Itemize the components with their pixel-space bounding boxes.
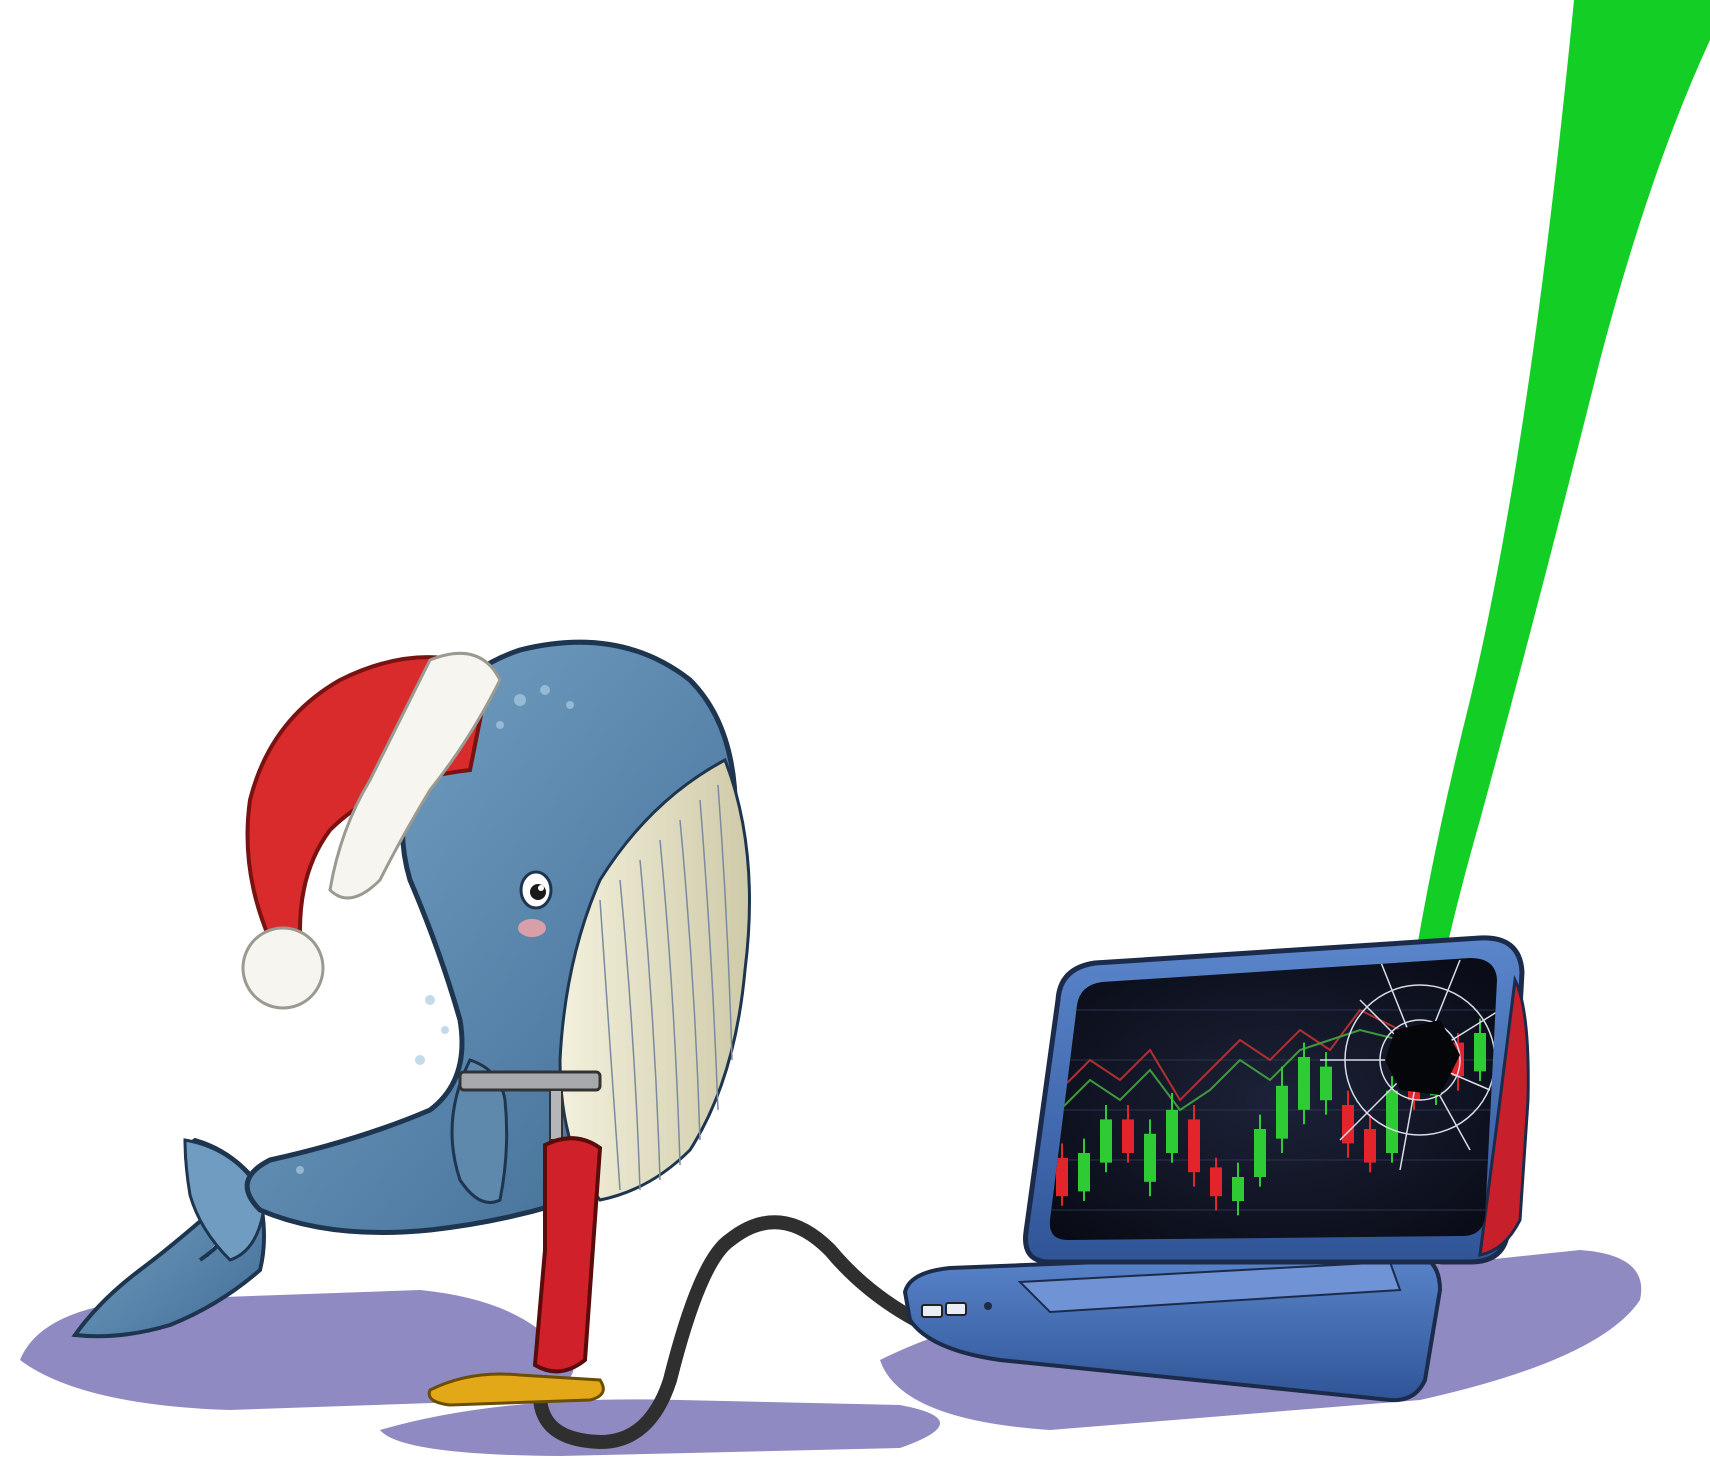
indicator-line-green (1059, 1028, 1401, 1112)
pump-cylinder (532, 1136, 603, 1374)
candle-body (1386, 1090, 1398, 1153)
port-dot (984, 1302, 992, 1310)
whale-eye (519, 870, 553, 910)
candle-body (1056, 1157, 1068, 1197)
pump-handle (458, 1070, 602, 1092)
candle-body (1298, 1057, 1310, 1110)
air-pump (427, 1070, 605, 1407)
whale-flipper (450, 1058, 509, 1204)
whale-spots (296, 685, 574, 1174)
keyboard-area (1017, 1260, 1402, 1314)
hat-pompom (241, 926, 325, 1010)
screen-hole (1385, 1020, 1460, 1095)
candle-body (1254, 1129, 1266, 1177)
hat-brim (328, 651, 502, 900)
candle-body (1078, 1153, 1090, 1192)
candle-body (1364, 1129, 1376, 1163)
candle-body (1276, 1085, 1288, 1139)
santa-hat (241, 651, 502, 1010)
candle-body (1210, 1167, 1222, 1197)
candle-body (1122, 1119, 1134, 1153)
usb-port (945, 1302, 967, 1316)
indicator-line-red (1059, 1008, 1401, 1102)
belly-grooves (599, 784, 733, 1191)
whale-belly (558, 757, 751, 1202)
candle-body (1166, 1109, 1178, 1153)
usb-port (921, 1304, 943, 1318)
green-beam (1400, 0, 1710, 1060)
laptop (902, 935, 1530, 1403)
whale-fluke (183, 1138, 267, 1262)
candle-body (1474, 1033, 1486, 1072)
candle-body (1144, 1133, 1156, 1182)
candlestick-chart (1056, 1018, 1486, 1216)
pump-footplate (427, 1372, 605, 1407)
laptop-side-red (1478, 974, 1530, 1257)
candle-body (1232, 1177, 1244, 1201)
candle-body (1342, 1105, 1354, 1144)
candle-body (1100, 1119, 1112, 1163)
laptop-screen (1049, 958, 1497, 1240)
candle-body (1188, 1119, 1200, 1173)
candle-body (1320, 1066, 1332, 1101)
whale-cheek (518, 919, 546, 937)
pump-rod (549, 1089, 563, 1141)
